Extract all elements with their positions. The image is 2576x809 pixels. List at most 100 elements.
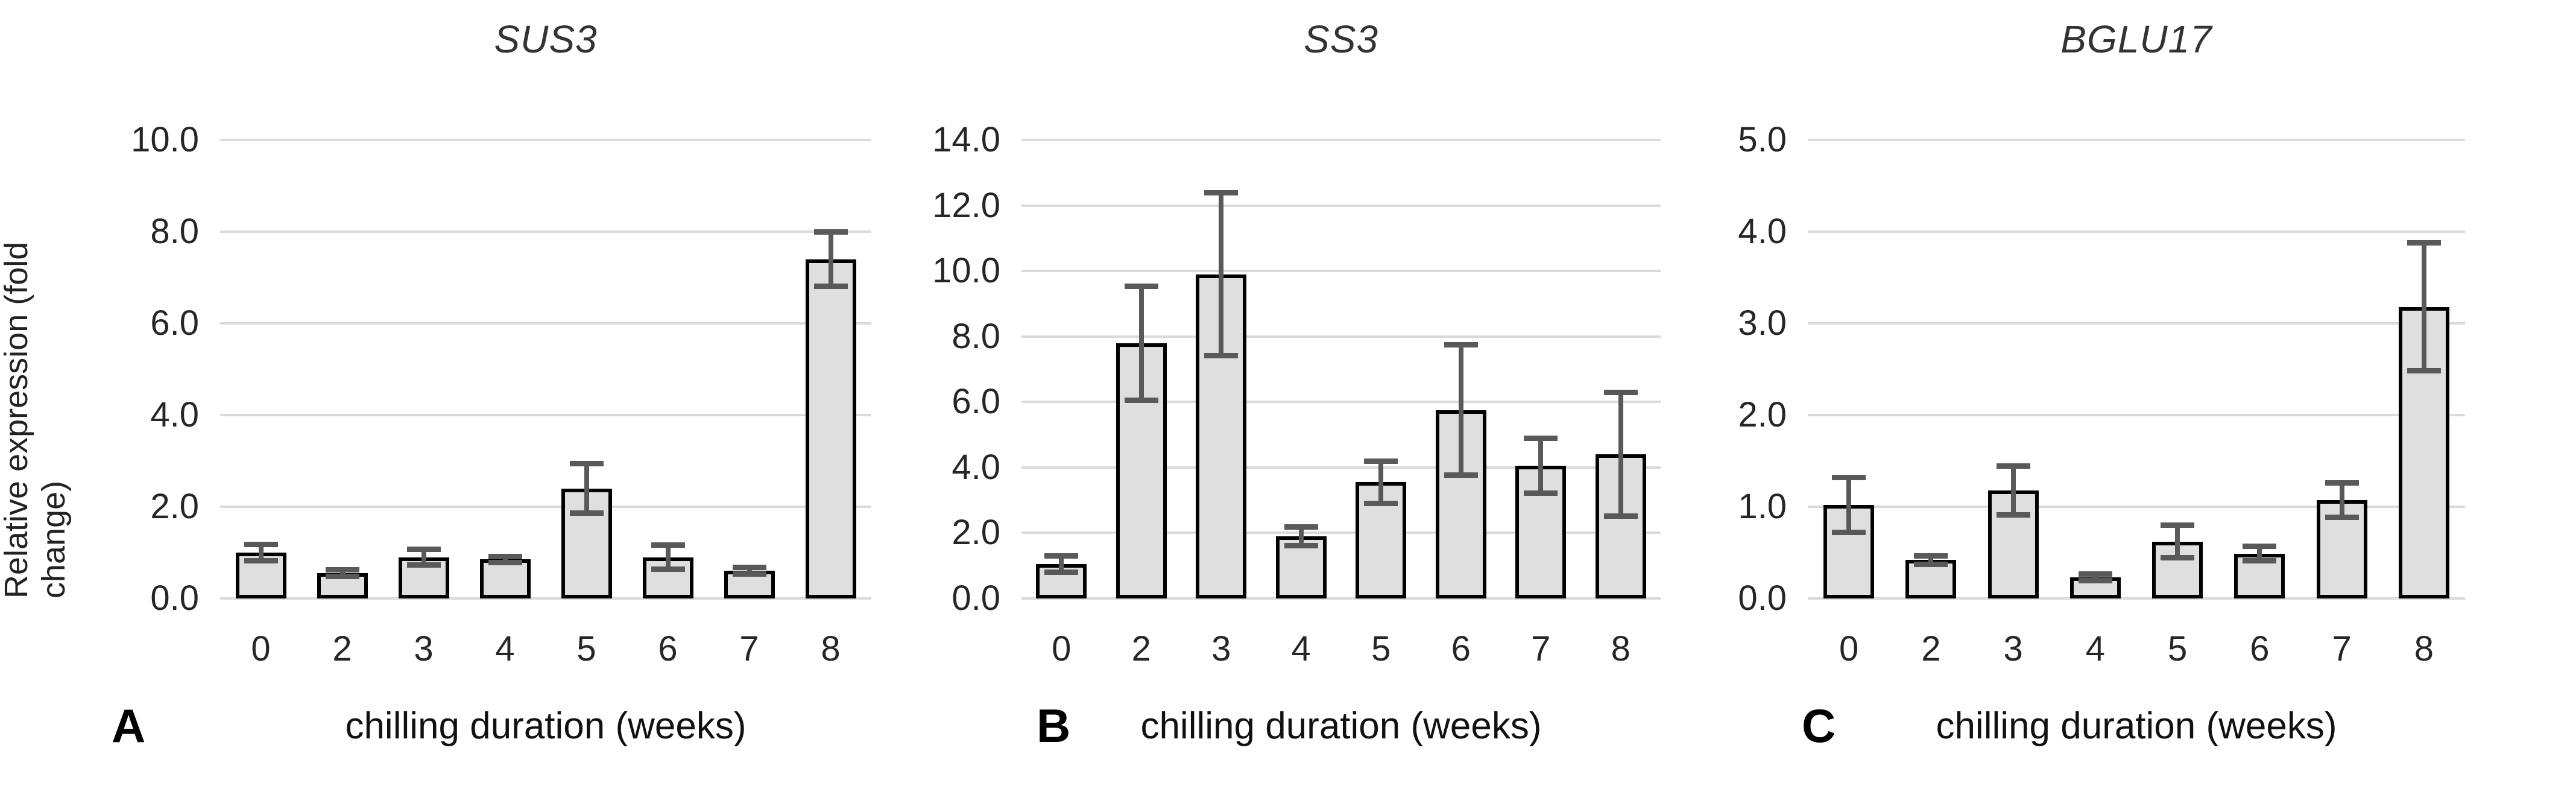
error-cap-bottom <box>569 510 604 516</box>
chart-title: SS3 <box>1304 17 1378 61</box>
x-tick-label: 3 <box>2003 629 2023 668</box>
error-cap-top <box>2161 522 2195 528</box>
panel-letter: B <box>1037 699 1071 752</box>
error-cap-top <box>651 542 685 548</box>
y-tick-label: 4.0 <box>952 447 1000 487</box>
gridline <box>220 230 871 233</box>
y-tick-label: 5.0 <box>1738 120 1787 159</box>
error-cap-top <box>1204 189 1239 195</box>
y-tick-label: 10.0 <box>932 251 1000 291</box>
error-cap-bottom <box>1044 569 1079 575</box>
y-tick-label: 0.0 <box>150 579 199 618</box>
error-whisker <box>1538 438 1544 494</box>
x-tick-label: 3 <box>1211 629 1231 668</box>
x-tick-label: 2 <box>1921 629 1941 668</box>
error-cap-top <box>1832 475 1866 481</box>
error-cap-top <box>1044 553 1079 559</box>
error-whisker <box>1059 556 1064 573</box>
error-cap-bottom <box>406 562 441 568</box>
error-cap-bottom <box>1603 513 1638 519</box>
gridline <box>1808 597 2465 600</box>
error-cap-top <box>1524 436 1558 441</box>
x-tick-label: 5 <box>1371 629 1391 668</box>
error-cap-bottom <box>2407 368 2441 374</box>
error-whisker <box>665 545 671 570</box>
error-cap-top <box>2078 571 2112 577</box>
error-cap-top <box>813 229 848 235</box>
y-tick-label: 14.0 <box>932 120 1000 159</box>
error-cap-bottom <box>1284 543 1318 549</box>
error-whisker <box>2421 243 2426 372</box>
x-tick-label: 0 <box>1839 629 1859 668</box>
error-cap-bottom <box>732 571 766 577</box>
gridline <box>220 414 871 416</box>
error-cap-bottom <box>813 284 848 290</box>
error-cap-bottom <box>488 559 522 565</box>
gridline <box>1808 139 2465 141</box>
x-tick-label: 7 <box>1531 629 1551 668</box>
x-tick-label: 6 <box>658 629 678 668</box>
error-whisker <box>1219 192 1224 357</box>
error-cap-top <box>406 546 441 552</box>
y-tick-label: 1.0 <box>1738 487 1787 526</box>
error-whisker <box>2339 483 2344 518</box>
gridline <box>1021 401 1661 404</box>
error-cap-top <box>1914 553 1948 559</box>
x-tick-label: 7 <box>2332 629 2352 668</box>
x-tick-label: 5 <box>2167 629 2188 668</box>
error-whisker <box>2010 465 2016 515</box>
error-cap-bottom <box>1524 490 1558 497</box>
error-cap-top <box>2243 544 2277 550</box>
y-tick-label: 0.0 <box>1738 579 1787 618</box>
error-cap-top <box>1284 524 1318 530</box>
error-cap-bottom <box>1364 500 1398 506</box>
y-tick-label: 2.0 <box>1738 395 1787 434</box>
chart-title: SUS3 <box>494 17 598 61</box>
error-whisker <box>2175 525 2180 559</box>
y-tick-label: 2.0 <box>952 513 1000 553</box>
x-tick-label: 0 <box>1052 629 1072 668</box>
error-cap-bottom <box>1204 353 1239 359</box>
x-tick-label: 8 <box>2414 629 2434 668</box>
y-tick-label: 4.0 <box>150 395 199 434</box>
error-cap-bottom <box>2078 578 2112 584</box>
y-tick-label: 0.0 <box>952 579 1000 618</box>
gridline <box>1021 139 1661 141</box>
error-cap-bottom <box>1914 561 1948 567</box>
error-whisker <box>258 544 264 561</box>
error-whisker <box>2257 546 2262 561</box>
bar <box>1435 410 1486 598</box>
error-whisker <box>828 232 833 287</box>
x-tick-label: 8 <box>821 629 841 668</box>
error-cap-bottom <box>244 557 278 563</box>
error-whisker <box>1928 555 1934 565</box>
error-cap-top <box>244 542 278 548</box>
gridline <box>1021 597 1661 600</box>
y-tick-label: 8.0 <box>150 212 199 251</box>
error-whisker <box>584 463 589 514</box>
gridline <box>1808 414 2465 416</box>
error-cap-top <box>2325 480 2359 486</box>
error-whisker <box>421 548 426 566</box>
x-tick-label: 4 <box>2085 629 2105 668</box>
error-cap-bottom <box>1832 529 1866 535</box>
x-tick-label: 0 <box>251 629 271 668</box>
x-axis-title: chilling duration (weeks) <box>345 705 747 747</box>
y-tick-label: 6.0 <box>952 382 1000 422</box>
y-tick-label: 2.0 <box>150 487 199 526</box>
gridline <box>1021 466 1661 469</box>
error-cap-top <box>325 567 359 573</box>
x-tick-label: 2 <box>1131 629 1151 668</box>
gridline <box>1808 322 2465 325</box>
error-cap-top <box>569 460 604 466</box>
error-whisker <box>747 567 752 575</box>
error-whisker <box>2092 573 2098 582</box>
bar <box>805 259 856 598</box>
x-tick-label: 3 <box>414 629 434 668</box>
error-cap-bottom <box>651 566 685 573</box>
error-whisker <box>1298 526 1304 547</box>
gridline <box>1021 335 1661 338</box>
y-tick-label: 6.0 <box>150 303 199 343</box>
error-cap-top <box>1124 283 1158 289</box>
